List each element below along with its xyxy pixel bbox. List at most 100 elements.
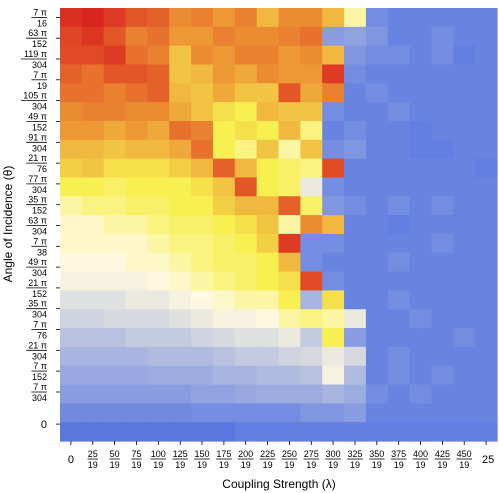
heatmap-cell: [147, 384, 170, 404]
heatmap-cell: [322, 64, 345, 84]
x-tick-label-denominator: 19: [328, 460, 338, 470]
heatmap-cell: [409, 422, 433, 442]
heatmap-cell: [191, 252, 214, 273]
heatmap-cell: [475, 365, 498, 386]
heatmap-cell: [344, 102, 367, 122]
heatmap-cell: [60, 83, 83, 103]
heatmap-cell: [103, 8, 127, 28]
heatmap-cell: [147, 196, 170, 216]
heatmap-cell: [234, 346, 258, 367]
heatmap-cell: [475, 233, 498, 254]
heatmap-cell: [191, 45, 214, 66]
heatmap-cell: [365, 346, 389, 367]
heatmap-cell: [409, 158, 433, 179]
heatmap-cell: [453, 252, 476, 273]
heatmap-cell: [475, 102, 498, 122]
heatmap-cell: [103, 403, 127, 423]
y-tick-label-numerator: 119 π: [24, 49, 47, 59]
x-tick-label-denominator: 19: [437, 460, 447, 470]
heatmap-cell: [103, 158, 127, 179]
heatmap-cell: [322, 365, 345, 386]
heatmap-cell: [191, 83, 214, 103]
heatmap-cell: [256, 102, 280, 122]
heatmap-cell: [344, 422, 367, 442]
heatmap-cell: [81, 64, 105, 84]
heatmap-cell: [278, 45, 301, 66]
heatmap-cell: [169, 26, 192, 47]
heatmap-cell: [278, 365, 301, 386]
heatmap-cell: [322, 233, 345, 254]
heatmap-cell: [125, 139, 148, 160]
heatmap-cell: [365, 215, 389, 235]
heatmap-cell: [322, 346, 345, 367]
heatmap-cell: [234, 83, 258, 103]
heatmap-cell: [322, 177, 345, 197]
heatmap-cell: [169, 196, 192, 216]
heatmap-cell: [431, 8, 454, 28]
heatmap-cell: [344, 158, 367, 179]
heatmap-cell: [256, 233, 280, 254]
heatmap-cell: [191, 309, 214, 329]
heatmap-cell: [256, 196, 280, 216]
heatmap-cell: [387, 215, 411, 235]
y-tick-label-denominator: 304: [32, 310, 47, 320]
y-tick-label-denominator: 152: [32, 39, 47, 49]
y-tick-label-numerator: 35 π: [28, 195, 47, 205]
heatmap-cell: [409, 102, 433, 122]
heatmap-cell: [60, 271, 83, 291]
heatmap-cell: [475, 177, 498, 197]
heatmap-cell: [387, 252, 411, 273]
heatmap-cell: [365, 158, 389, 179]
heatmap-cell: [344, 365, 367, 386]
heatmap-cell: [300, 177, 323, 197]
heatmap-cell: [191, 177, 214, 197]
heatmap-cell: [125, 252, 148, 273]
heatmap-cell: [60, 196, 83, 216]
heatmap-cell: [212, 158, 236, 179]
x-tick-label-numerator: 300: [326, 449, 341, 459]
heatmap-cell: [191, 328, 214, 348]
heatmap-cell: [81, 252, 105, 273]
heatmap-cell: [103, 139, 127, 160]
heatmap-cell: [387, 45, 411, 66]
heatmap-cell: [212, 365, 236, 386]
y-tick-label-numerator: 77 π: [28, 174, 47, 184]
x-tick-label-denominator: 19: [284, 460, 294, 470]
heatmap-cell: [212, 290, 236, 310]
heatmap-cell: [409, 83, 433, 103]
heatmap-cell: [103, 271, 127, 291]
heatmap-cell: [169, 158, 192, 179]
x-tick-label-numerator: 150: [194, 449, 209, 459]
heatmap-cell: [147, 309, 170, 329]
y-tick-label-denominator: 304: [32, 143, 47, 153]
heatmap-cell: [453, 271, 476, 291]
heatmap-cell: [409, 177, 433, 197]
y-tick-label-denominator: 304: [32, 60, 47, 70]
heatmap-cell: [365, 8, 389, 28]
heatmap-cell: [387, 403, 411, 423]
heatmap-cells: [60, 8, 498, 442]
heatmap-cell: [387, 290, 411, 310]
heatmap-cell: [409, 271, 433, 291]
heatmap-cell: [125, 64, 148, 84]
heatmap-cell: [169, 215, 192, 235]
heatmap-cell: [256, 215, 280, 235]
heatmap-cell: [234, 328, 258, 348]
y-tick-label-denominator: 19: [37, 81, 47, 91]
heatmap-cell: [431, 139, 454, 160]
heatmap-cell: [125, 403, 148, 423]
heatmap-cell: [256, 45, 280, 66]
heatmap-cell: [256, 252, 280, 273]
heatmap-cell: [256, 309, 280, 329]
heatmap-cell: [322, 215, 345, 235]
heatmap-cell: [322, 8, 345, 28]
y-tick-label-numerator: 49 π: [28, 257, 47, 267]
x-tick-label-denominator: 19: [372, 460, 382, 470]
heatmap-cell: [409, 120, 433, 141]
heatmap-cell: [103, 102, 127, 122]
x-tick-label-denominator: 19: [219, 460, 229, 470]
x-tick-label-denominator: 19: [306, 460, 316, 470]
x-tick-label-denominator: 19: [88, 460, 98, 470]
heatmap-cell: [431, 309, 454, 329]
x-tick-label-denominator: 19: [197, 460, 207, 470]
